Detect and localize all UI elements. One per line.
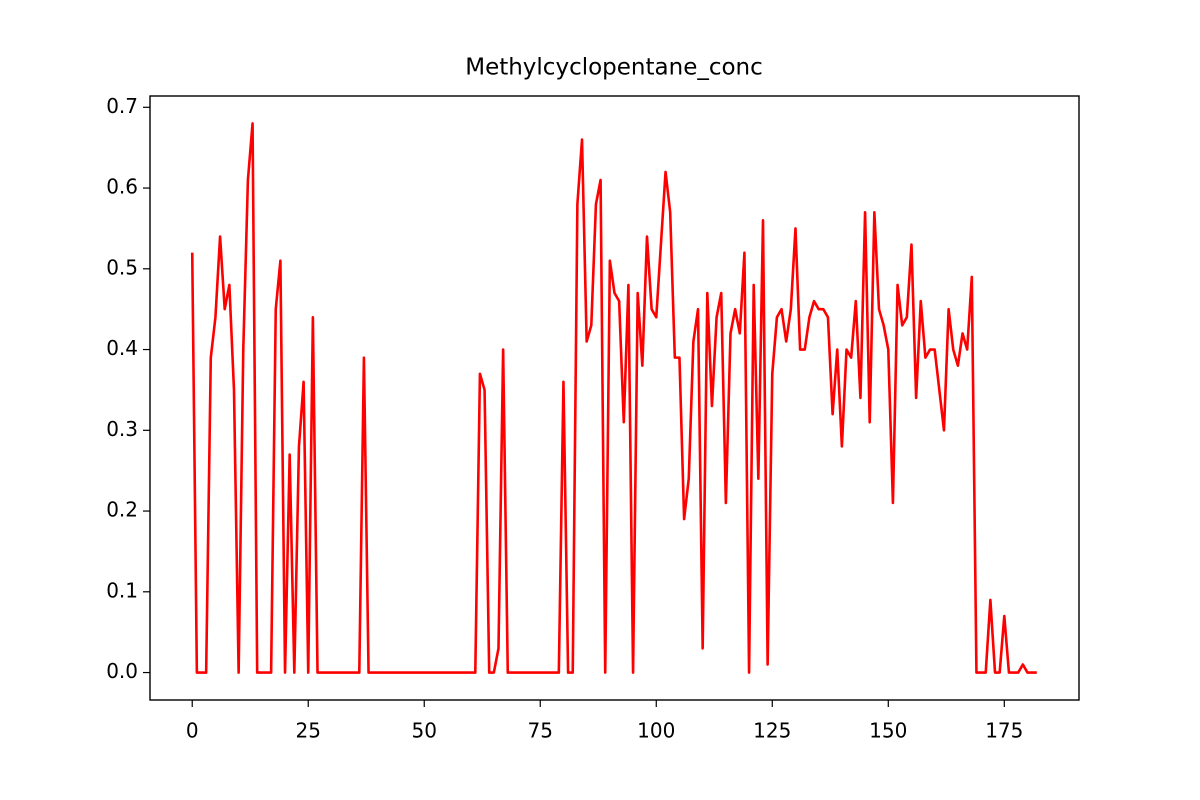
y-tick-label: 0.5	[106, 255, 138, 279]
chart-title: Methylcyclopentane_conc	[465, 55, 763, 81]
x-tick-label: 175	[985, 719, 1023, 743]
x-tick-label: 150	[869, 719, 907, 743]
y-tick-label: 0.0	[106, 659, 138, 683]
data-line	[190, 122, 1037, 674]
x-tick-label: 25	[296, 719, 321, 743]
x-tick-label: 75	[528, 719, 553, 743]
y-tick-label: 0.3	[106, 417, 138, 441]
x-tick-label: 50	[412, 719, 437, 743]
x-tick-label: 0	[186, 719, 199, 743]
y-tick-label: 0.6	[106, 175, 138, 199]
y-tick-label: 0.1	[106, 578, 138, 602]
y-tick-label: 0.2	[106, 498, 138, 522]
x-tick-label: 100	[637, 719, 675, 743]
y-tick-label: 0.4	[106, 336, 138, 360]
plot-frame	[149, 95, 1080, 701]
y-tick-label: 0.7	[106, 94, 138, 118]
x-tick-label: 125	[753, 719, 791, 743]
